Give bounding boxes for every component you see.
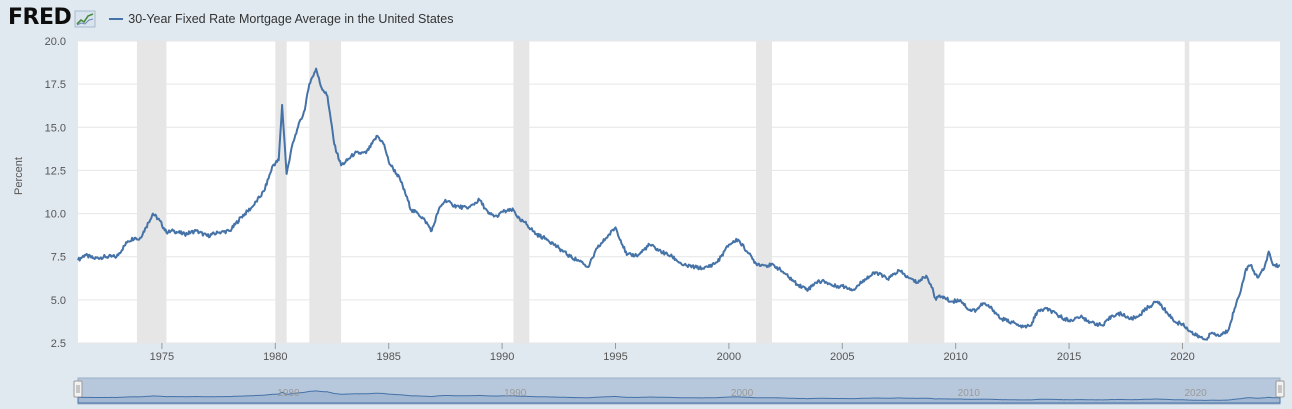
navigator-label: 1980 <box>277 388 300 399</box>
navigator-handle-left[interactable] <box>73 380 83 398</box>
y-tick-label: 5.0 <box>51 295 66 307</box>
chart-trend-icon <box>74 10 96 28</box>
y-tick-label: 10.0 <box>45 209 66 221</box>
y-tick-label: 15.0 <box>45 122 66 134</box>
y-tick-label: 2.5 <box>51 338 66 350</box>
recession-band <box>513 41 530 343</box>
recession-band <box>136 41 167 343</box>
fred-logo[interactable]: FRED <box>8 5 72 30</box>
x-tick-label: 1995 <box>603 351 627 363</box>
navigator-label: 2010 <box>958 388 981 399</box>
recession-band <box>275 41 287 343</box>
x-tick-label: 2000 <box>717 351 741 363</box>
series-line-mortgage-30y[interactable] <box>77 67 1281 341</box>
recession-band <box>908 41 945 343</box>
x-tick-label: 1985 <box>376 351 400 363</box>
x-tick-label: 2020 <box>1170 351 1194 363</box>
navigator-handle-right[interactable] <box>1275 380 1285 398</box>
x-tick-label: 1990 <box>490 351 514 363</box>
x-tick-label: 2010 <box>943 351 967 363</box>
navigator-label: 1990 <box>504 388 527 399</box>
navigator-label: 2020 <box>1184 388 1207 399</box>
navigator-label: 2000 <box>731 388 754 399</box>
y-tick-label: 20.0 <box>45 36 66 48</box>
legend-label: 30-Year Fixed Rate Mortgage Average in t… <box>128 12 454 26</box>
navigator-series <box>77 390 1281 404</box>
recession-band <box>756 41 772 343</box>
x-tick-label: 1980 <box>263 351 287 363</box>
recession-band <box>309 41 342 343</box>
x-tick-label: 2005 <box>830 351 854 363</box>
x-tick-label: 2015 <box>1057 351 1081 363</box>
legend-swatch <box>109 18 124 20</box>
recession-band <box>1184 41 1190 343</box>
chart-header: FRED 30-Year Fixed Rate Mortgage Average… <box>8 6 453 30</box>
plot-area <box>78 41 1280 343</box>
legend-item[interactable]: 30-Year Fixed Rate Mortgage Average in t… <box>109 12 453 26</box>
y-tick-label: 17.5 <box>45 79 66 91</box>
y-tick-label: 12.5 <box>45 165 66 177</box>
y-tick-label: 7.5 <box>51 252 66 264</box>
x-tick-label: 1975 <box>150 351 174 363</box>
